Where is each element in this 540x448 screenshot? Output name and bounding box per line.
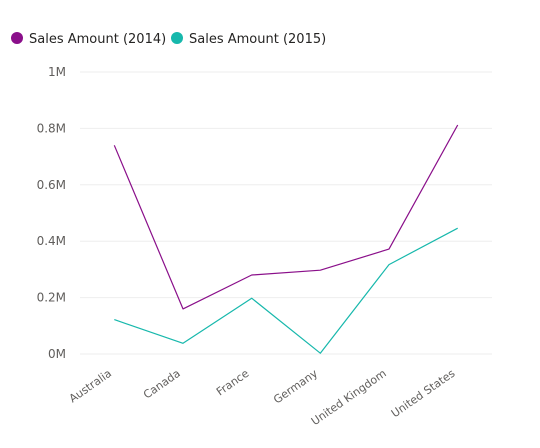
x-tick-label-5: United States xyxy=(389,367,458,421)
y-tick-label-5: 1M xyxy=(48,65,66,79)
x-tick-label-3: Germany xyxy=(271,367,320,407)
legend-item-1[interactable]: Sales Amount (2014) xyxy=(11,32,166,47)
series-line-2[interactable] xyxy=(114,227,458,354)
legend-item-2[interactable]: Sales Amount (2015) xyxy=(171,32,326,47)
legend-label-2: Sales Amount (2015) xyxy=(189,32,326,47)
legend-label-1: Sales Amount (2014) xyxy=(29,32,166,47)
series-line-1[interactable] xyxy=(113,124,459,310)
y-tick-label-1: 0.2M xyxy=(37,291,66,305)
x-tick-label-4: United Kingdom xyxy=(309,367,389,428)
x-tick-label-1: Canada xyxy=(141,367,183,402)
legend-marker-1 xyxy=(11,32,23,44)
y-tick-label-4: 0.8M xyxy=(37,121,66,135)
legend-marker-2 xyxy=(171,32,183,44)
y-tick-label-2: 0.4M xyxy=(37,234,66,248)
y-tick-label-3: 0.6M xyxy=(37,178,66,192)
x-tick-label-2: France xyxy=(214,367,252,399)
legend: Sales Amount (2014) Sales Amount (2015) xyxy=(11,32,326,47)
grid xyxy=(80,71,492,355)
y-axis: 0M 0.2M 0.4M 0.6M 0.8M 1M xyxy=(37,65,66,361)
series-group xyxy=(113,124,459,354)
x-tick-label-0: Australia xyxy=(67,367,114,406)
y-tick-label-0: 0M xyxy=(48,347,66,361)
